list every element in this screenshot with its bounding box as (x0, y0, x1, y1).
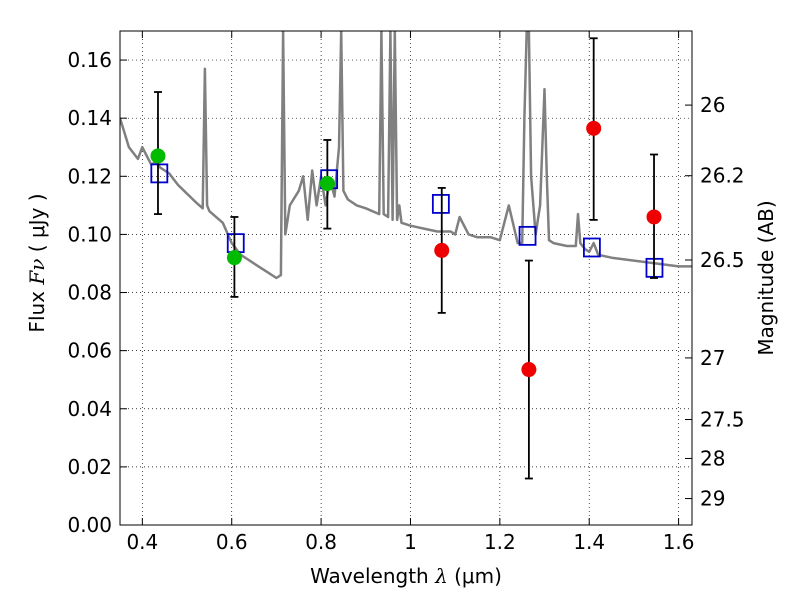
x-axis-label-symbol: λ (434, 564, 448, 588)
x-axis-label-unit: (μm) (454, 564, 502, 588)
data-point-marker (521, 362, 537, 378)
y-axis-label-symbol: Fν (25, 259, 49, 286)
data-point (434, 187, 450, 314)
x-tick-label: 0.6 (216, 530, 248, 554)
model-photometry-square (518, 225, 537, 246)
y-tick-label: 0.12 (67, 164, 112, 188)
x-tick-label: 1.4 (573, 530, 605, 554)
y-tick-label: 0.08 (67, 281, 112, 305)
x-tick-label: 0.8 (305, 530, 337, 554)
y-axis-label-unit: ( μJy ) (25, 193, 49, 252)
data-point (521, 259, 537, 480)
model-photometry-square (150, 163, 169, 184)
x-tick-label: 0.4 (126, 530, 158, 554)
data-point (319, 139, 335, 230)
y-axis-label: Flux Fν ( μJy ) (25, 193, 49, 332)
y2-tick-label: 28 (700, 446, 725, 470)
data-point (586, 37, 602, 221)
axis-ticks: 0.4 0.6 0.8 1 1.2 1.4 1.6 0.00 0.02 0.04 0.06 0.08 0… (67, 31, 745, 554)
x-axis-label: Wavelength λ (μm) (310, 564, 502, 588)
data-point (646, 153, 662, 279)
y-axis-label-text: Flux (25, 291, 49, 333)
y-tick-label: 0.04 (67, 397, 112, 421)
y-tick-label: 0.14 (67, 106, 112, 130)
data-point (226, 216, 242, 298)
model-photometry-square (583, 237, 601, 258)
data-point (150, 91, 166, 215)
model-spectrum (120, 31, 692, 280)
y2-tick-label: 27.5 (700, 408, 745, 432)
y-tick-label: 0.16 (67, 48, 112, 72)
y-tick-label: 0.02 (67, 455, 112, 479)
y-tick-label: 0.00 (67, 513, 112, 537)
y2-tick-label: 26.5 (700, 248, 745, 272)
y2-tick-label: 26.2 (700, 164, 745, 188)
data-point-marker (319, 176, 335, 192)
y2-tick-label: 26 (700, 93, 725, 117)
y2-axis-label: Magnitude (AB) (754, 200, 778, 355)
y-tick-label: 0.10 (67, 222, 112, 246)
data-point-marker (226, 250, 242, 266)
x-axis-label-text: Wavelength (310, 564, 429, 588)
x-tick-label: 1.2 (484, 530, 516, 554)
data-point-marker (150, 148, 166, 164)
plot-frame (119, 30, 693, 526)
data-markers (150, 37, 664, 480)
data-point-marker (586, 120, 602, 136)
data-point-marker (434, 242, 450, 258)
model-spectrum-line (120, 31, 692, 280)
data-point-marker (646, 209, 662, 225)
y2-tick-label: 27 (700, 346, 725, 370)
x-tick-label: 1 (404, 530, 417, 554)
x-tick-label: 1.6 (663, 530, 695, 554)
y2-tick-label: 29 (700, 487, 725, 511)
y-tick-label: 0.06 (67, 339, 112, 363)
